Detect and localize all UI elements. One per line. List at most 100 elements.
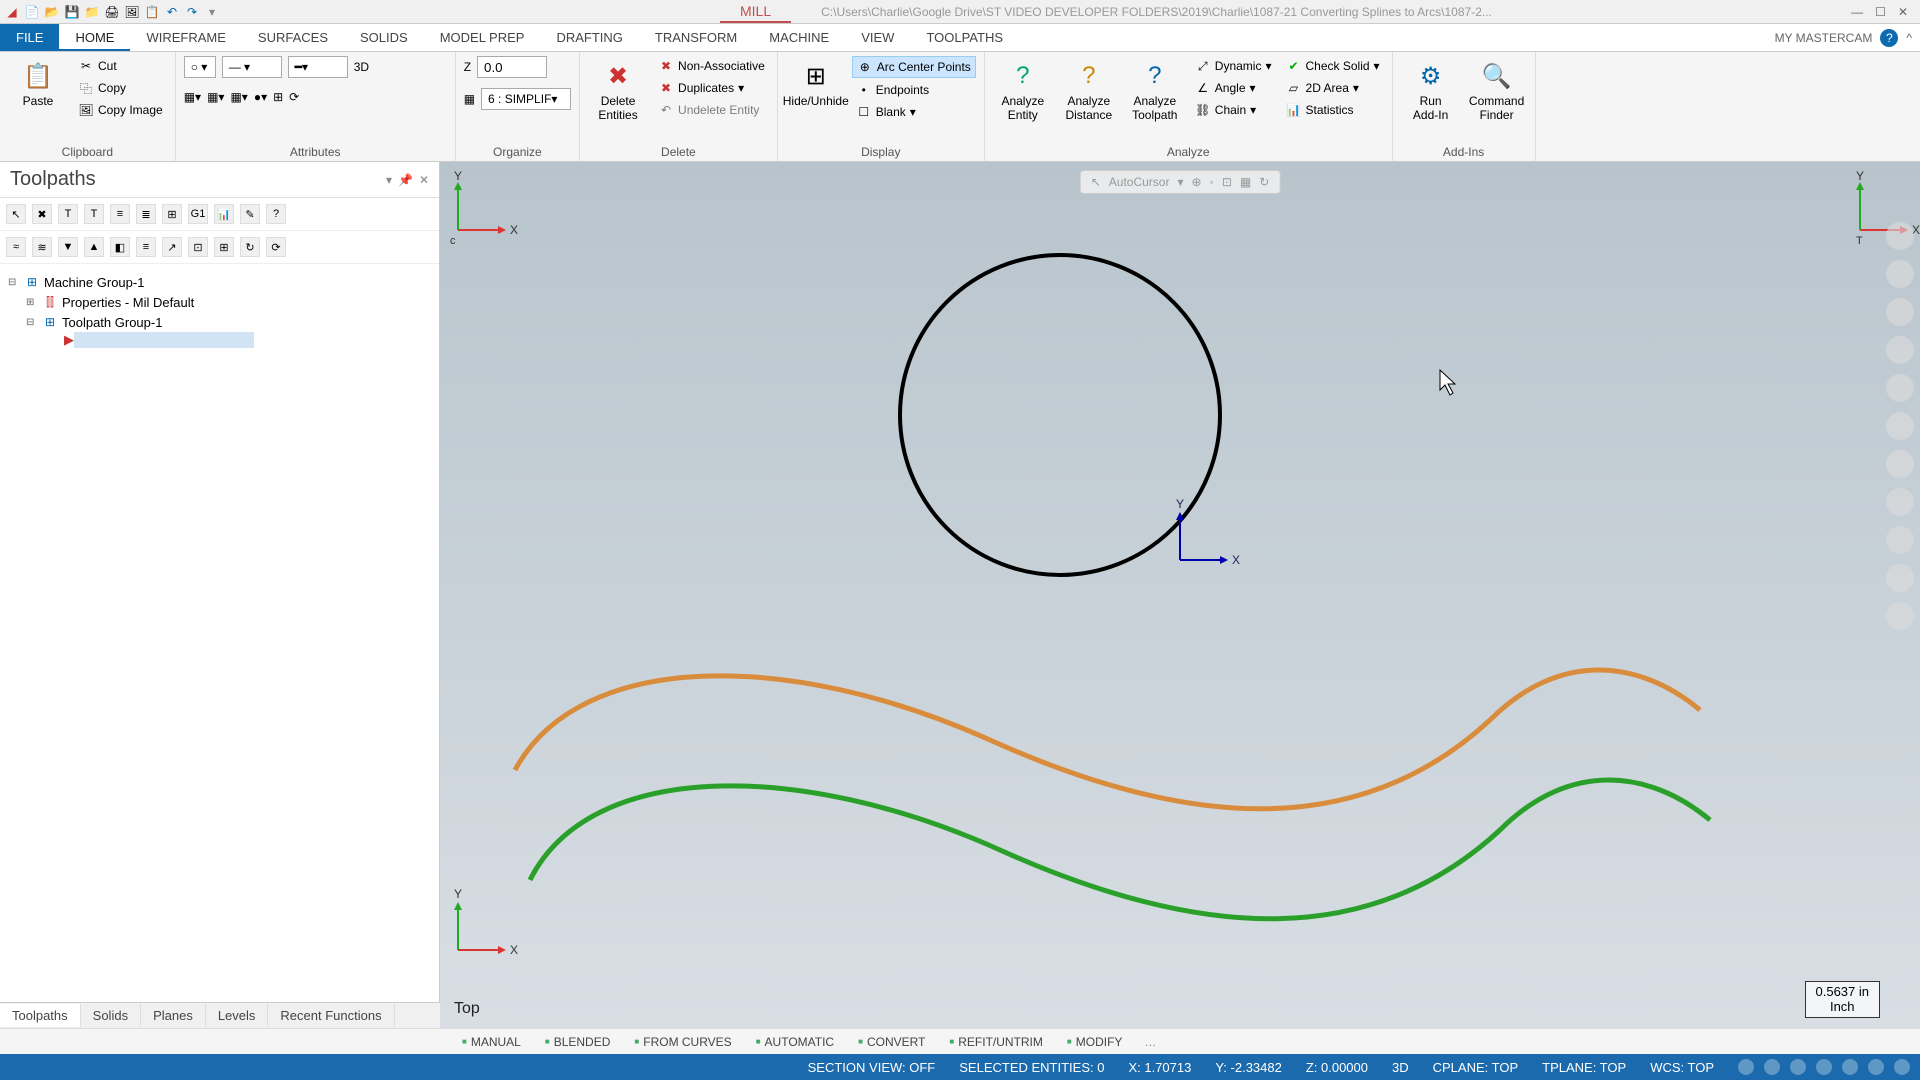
refresh-icon[interactable]: ⟳ <box>289 90 299 104</box>
canvas-circle[interactable] <box>900 255 1220 575</box>
screenshot-icon[interactable]: 🖼 <box>124 4 140 20</box>
chain-button[interactable]: ⛓Chain ▾ <box>1191 100 1276 120</box>
tb-t2[interactable]: T <box>84 204 104 224</box>
tb2-i[interactable]: ⊞ <box>214 237 234 257</box>
swatch3-icon[interactable]: ▦▾ <box>230 90 247 104</box>
maximize-icon[interactable]: ☐ <box>1875 5 1886 19</box>
tb-x[interactable]: ✖ <box>32 204 52 224</box>
level-select[interactable]: 6 : SIMPLIF ▾ <box>481 88 571 110</box>
tab-modelprep[interactable]: MODEL PREP <box>424 24 541 51</box>
mt-manual[interactable]: MANUAL <box>450 1031 533 1053</box>
delete-entities-button[interactable]: ✖ Delete Entities <box>588 56 648 127</box>
tb2-d[interactable]: ▲ <box>84 237 104 257</box>
tb-l3[interactable]: ⊞ <box>162 204 182 224</box>
statistics-button[interactable]: 📊Statistics <box>1282 100 1384 120</box>
rt-7[interactable] <box>1886 450 1914 478</box>
status-tplane[interactable]: TPLANE: TOP <box>1542 1060 1626 1075</box>
panel-close-icon[interactable]: ✕ <box>419 173 429 187</box>
status-wcs[interactable]: WCS: TOP <box>1650 1060 1714 1075</box>
rt-10[interactable] <box>1886 564 1914 592</box>
folder-icon[interactable]: 📁 <box>84 4 100 20</box>
ac-opt2[interactable]: ⊕ <box>1192 175 1202 189</box>
tree-toolpath-group[interactable]: ⊟ ⊞ Toolpath Group-1 <box>8 312 431 332</box>
si-6[interactable] <box>1868 1059 1884 1075</box>
si-3[interactable] <box>1790 1059 1806 1075</box>
new-icon[interactable]: 📄 <box>24 4 40 20</box>
sphere-icon[interactable]: ●▾ <box>254 90 267 104</box>
ac-opt5[interactable]: ▦ <box>1240 175 1251 189</box>
tab-wireframe[interactable]: WIREFRAME <box>130 24 241 51</box>
my-mastercam-link[interactable]: MY MASTERCAM <box>1775 31 1873 45</box>
tab-machine[interactable]: MACHINE <box>753 24 845 51</box>
tb2-k[interactable]: ⟳ <box>266 237 286 257</box>
rt-4[interactable] <box>1886 336 1914 364</box>
tb2-g[interactable]: ↗ <box>162 237 182 257</box>
tab-view[interactable]: VIEW <box>845 24 910 51</box>
ct-levels[interactable]: Levels <box>206 1004 269 1027</box>
collapse-ribbon-icon[interactable]: ^ <box>1906 31 1912 45</box>
ct-toolpaths[interactable]: Toolpaths <box>0 1004 81 1027</box>
si-1[interactable] <box>1738 1059 1754 1075</box>
point-style[interactable]: ○ ▾ <box>184 56 216 78</box>
minimize-icon[interactable]: — <box>1851 5 1863 19</box>
tab-surfaces[interactable]: SURFACES <box>242 24 344 51</box>
tab-home[interactable]: HOME <box>59 24 130 51</box>
undelete-button[interactable]: ↶Undelete Entity <box>654 100 769 120</box>
si-7[interactable] <box>1894 1059 1910 1075</box>
tb-g1[interactable]: G1 <box>188 204 208 224</box>
tb-l1[interactable]: ≡ <box>110 204 130 224</box>
blank-button[interactable]: ☐Blank ▾ <box>852 102 976 122</box>
open-icon[interactable]: 📂 <box>44 4 60 20</box>
ac-opt3[interactable]: ◦ <box>1210 175 1214 189</box>
line-weight[interactable]: ━ ▾ <box>288 56 348 78</box>
mt-blended[interactable]: BLENDED <box>533 1031 623 1053</box>
tab-solids[interactable]: SOLIDS <box>344 24 424 51</box>
z-input[interactable] <box>477 56 547 78</box>
angle-button[interactable]: ∠Angle ▾ <box>1191 78 1276 98</box>
rt-6[interactable] <box>1886 412 1914 440</box>
grid-icon[interactable]: ⊞ <box>273 90 283 104</box>
3d-toggle[interactable]: 3D <box>354 60 369 74</box>
rt-11[interactable] <box>1886 602 1914 630</box>
analyze-entity-button[interactable]: ?Analyze Entity <box>993 56 1053 127</box>
tb2-c[interactable]: ▼ <box>58 237 78 257</box>
expand-icon[interactable]: ⊞ <box>26 297 38 308</box>
tb-help[interactable]: ? <box>266 204 286 224</box>
tab-drafting[interactable]: DRAFTING <box>540 24 638 51</box>
mt-fromcurves[interactable]: FROM CURVES <box>622 1031 743 1053</box>
ac-opt6[interactable]: ↻ <box>1259 175 1269 189</box>
copy-image-button[interactable]: 🖼Copy Image <box>74 100 167 120</box>
ct-solids[interactable]: Solids <box>81 1004 141 1027</box>
tb-chart[interactable]: 📊 <box>214 204 234 224</box>
si-2[interactable] <box>1764 1059 1780 1075</box>
tree-machine-group[interactable]: ⊟ ⊞ Machine Group-1 <box>8 272 431 292</box>
paste-button[interactable]: 📋 Paste <box>8 56 68 112</box>
cut-button[interactable]: ✂Cut <box>74 56 167 76</box>
undo-icon[interactable]: ↶ <box>164 4 180 20</box>
tb2-j[interactable]: ↻ <box>240 237 260 257</box>
rt-9[interactable] <box>1886 526 1914 554</box>
arc-center-points-button[interactable]: ⊕Arc Center Points <box>852 56 976 78</box>
rt-5[interactable] <box>1886 374 1914 402</box>
collapse-icon[interactable]: ⊟ <box>8 277 20 288</box>
check-solid-button[interactable]: ✔Check Solid ▾ <box>1282 56 1384 76</box>
dynamic-button[interactable]: ⤢Dynamic ▾ <box>1191 56 1276 76</box>
tree-properties[interactable]: ⊞ ⫿⫿ Properties - Mil Default <box>8 292 431 312</box>
tb-l2[interactable]: ≣ <box>136 204 156 224</box>
run-addin-button[interactable]: ⚙Run Add-In <box>1401 56 1461 127</box>
hide-unhide-button[interactable]: ⊞ Hide/Unhide <box>786 56 846 112</box>
analyze-distance-button[interactable]: ?Analyze Distance <box>1059 56 1119 127</box>
mt-automatic[interactable]: AUTOMATIC <box>744 1031 846 1053</box>
rt-3[interactable] <box>1886 298 1914 326</box>
tb2-f[interactable]: ≡ <box>136 237 156 257</box>
collapse2-icon[interactable]: ⊟ <box>26 317 38 328</box>
status-3d[interactable]: 3D <box>1392 1060 1409 1075</box>
ac-opt4[interactable]: ⊡ <box>1222 175 1232 189</box>
panel-pin-icon[interactable]: 📌 <box>398 173 413 187</box>
endpoints-button[interactable]: •Endpoints <box>852 80 976 100</box>
rt-8[interactable] <box>1886 488 1914 516</box>
rt-1[interactable] <box>1886 222 1914 250</box>
qat-more-icon[interactable]: ▾ <box>204 4 220 20</box>
tab-transform[interactable]: TRANSFORM <box>639 24 753 51</box>
panel-dropdown-icon[interactable]: ▾ <box>386 173 392 187</box>
